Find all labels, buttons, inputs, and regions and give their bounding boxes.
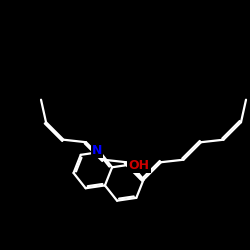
Text: N: N <box>92 144 102 156</box>
Text: OH: OH <box>128 159 150 172</box>
